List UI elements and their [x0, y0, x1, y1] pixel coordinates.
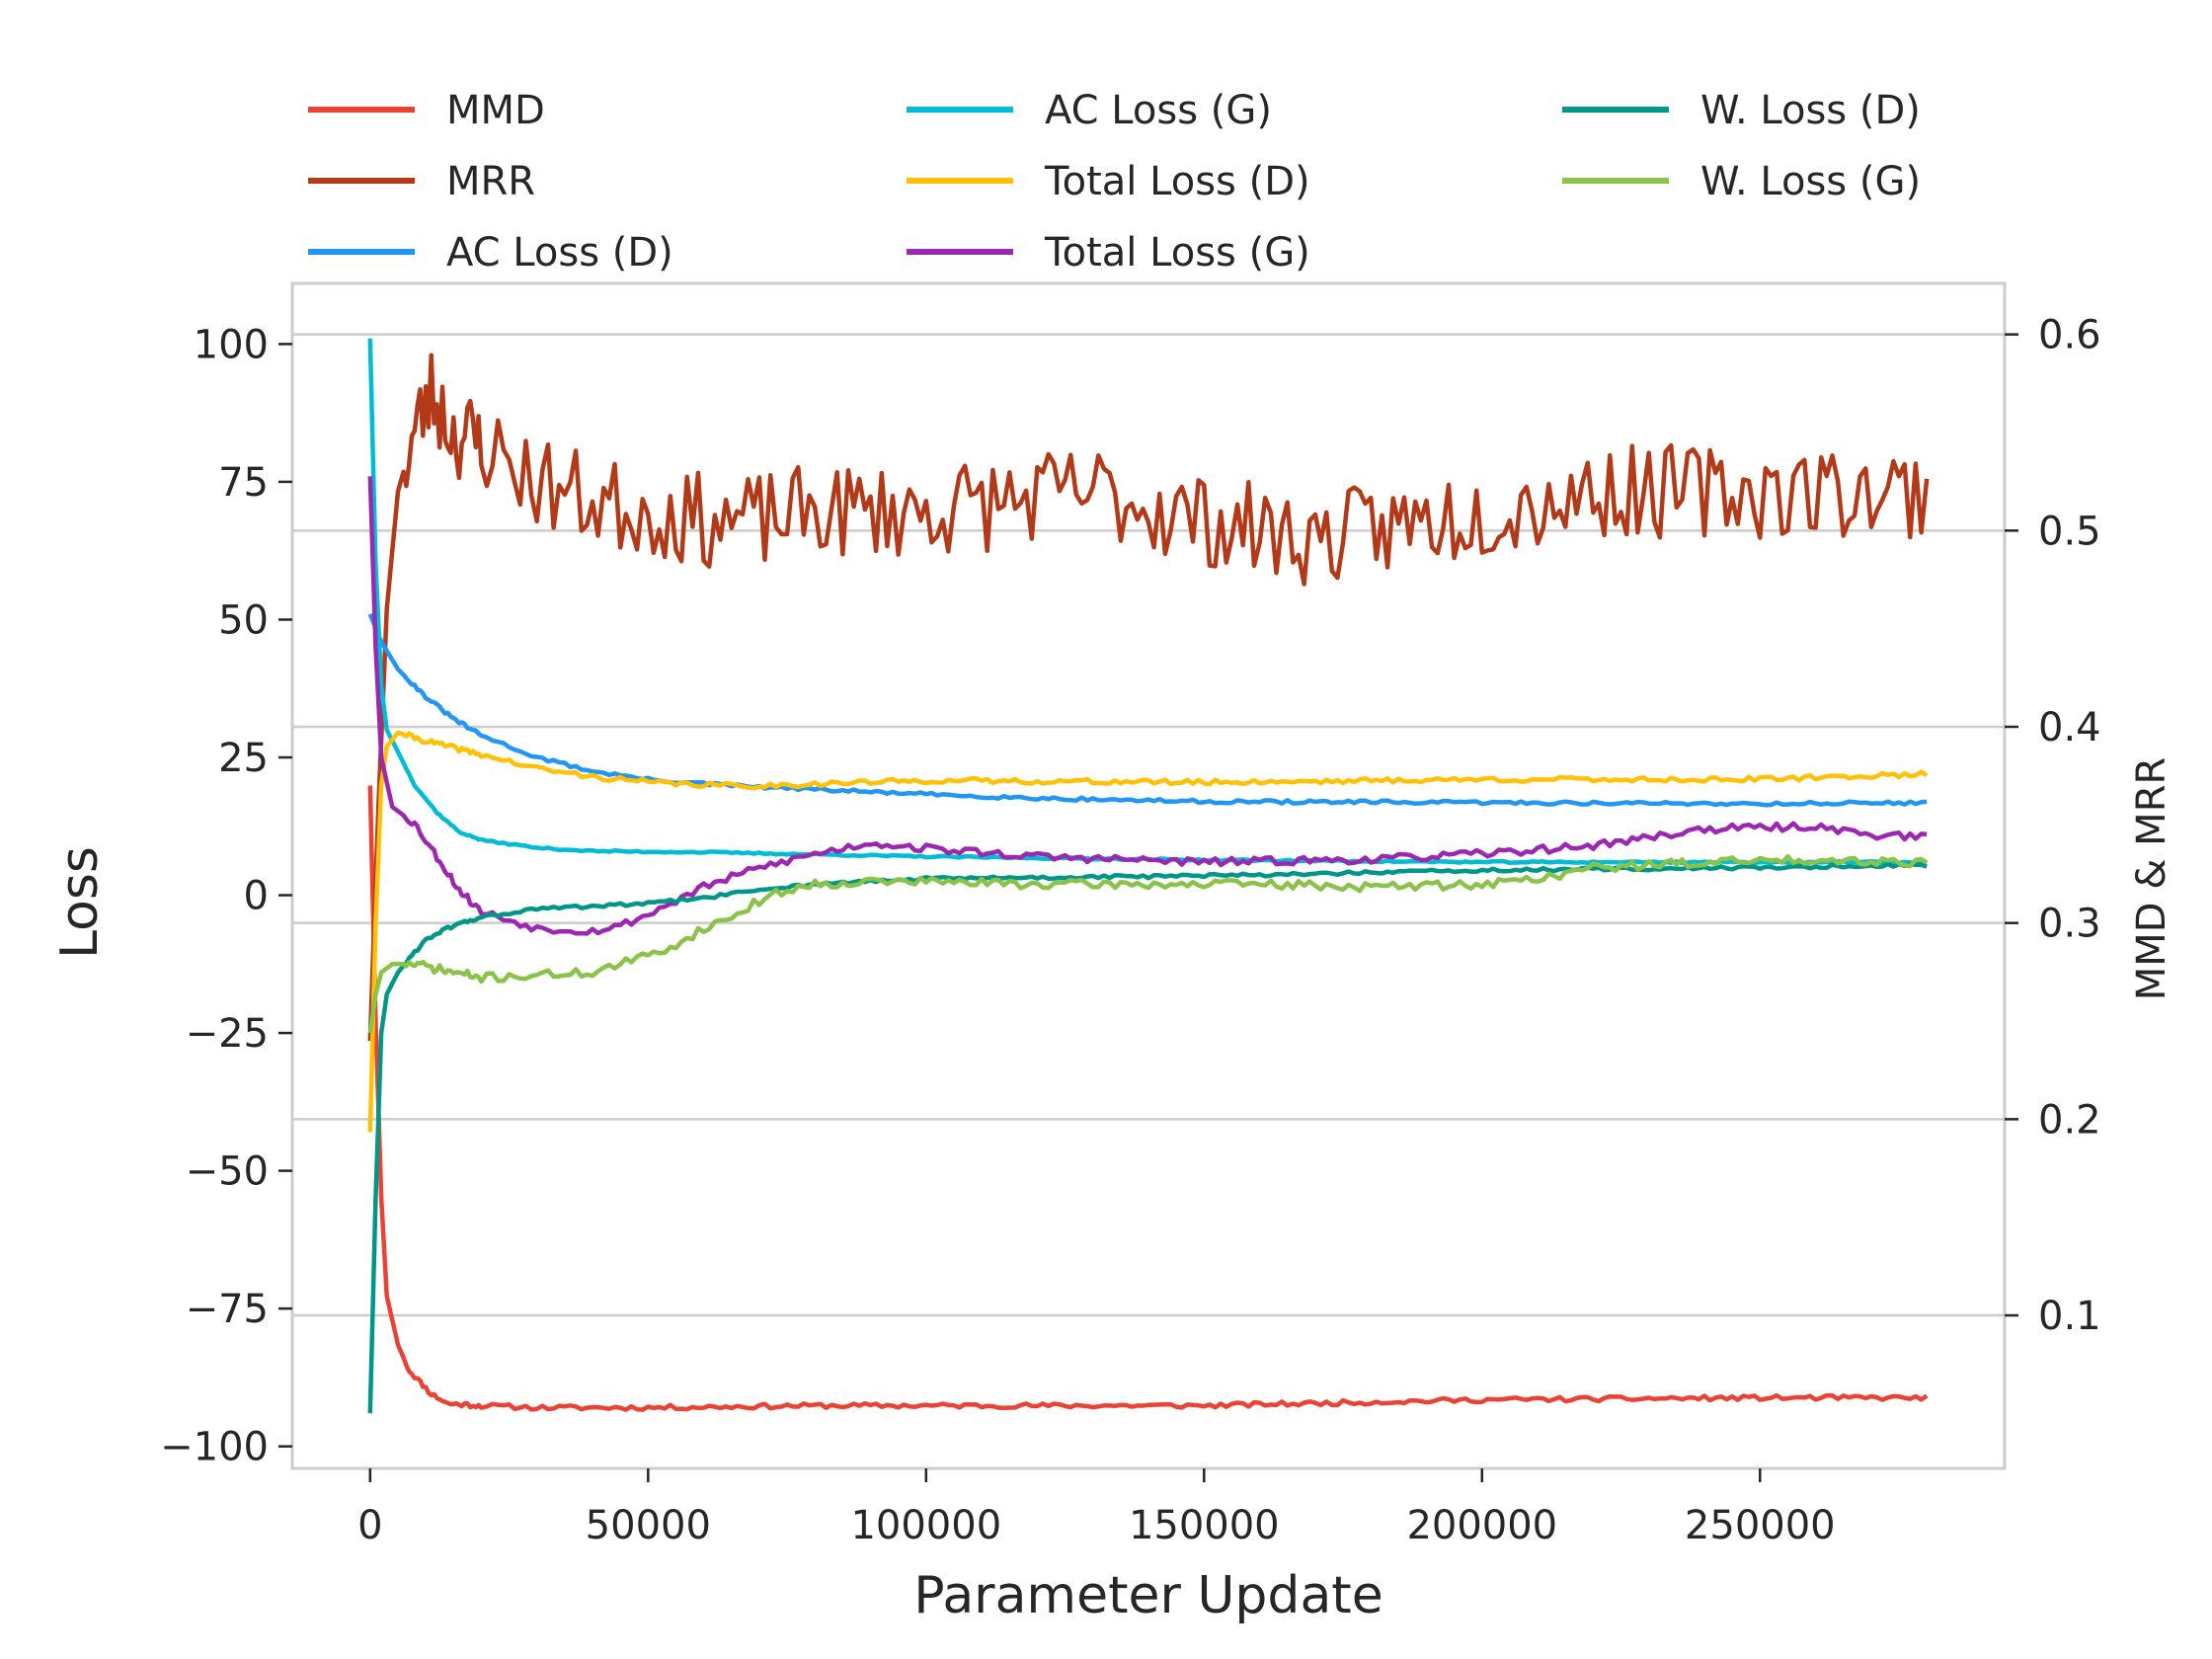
y-axis-label: Loss [50, 846, 110, 959]
y2-axis-label: MMD & MRR [2129, 757, 2174, 1001]
y-tick-label-1: 75 [218, 460, 269, 506]
y2-tick-label-5: 0.1 [2038, 1294, 2101, 1339]
legend-label-5: Total Loss (G) [1044, 230, 1310, 276]
y2-tick-label-0: 0.6 [2038, 313, 2101, 358]
y-tick-label-4: 0 [244, 874, 269, 919]
y-tick-label-3: 25 [218, 736, 269, 781]
x-axis-ticks: 0 50000 100000 150000 200000 250000 [357, 1468, 1836, 1548]
legend-label-6: W. Loss (D) [1700, 88, 1921, 133]
x-tick-label-1: 50000 [586, 1503, 711, 1548]
y-tick-label-5: −25 [186, 1011, 269, 1057]
x-tick-label-2: 100000 [850, 1503, 1001, 1548]
y-tick-label-0: 100 [194, 322, 269, 367]
series-line-0 [367, 785, 1929, 1412]
y2-tick-label-4: 0.2 [2038, 1097, 2101, 1143]
series-line-6 [367, 861, 1928, 1414]
y-tick-label-6: −50 [186, 1149, 269, 1195]
series-lines [367, 338, 1930, 1414]
y-tick-label-7: −75 [186, 1287, 269, 1332]
y2-tick-label-3: 0.3 [2038, 902, 2101, 947]
plot-frame [290, 281, 2007, 1470]
series-line-5 [367, 476, 1928, 936]
series-line-1 [367, 353, 1930, 1041]
x-tick-label-4: 200000 [1406, 1503, 1557, 1548]
legend-label-0: MMD [446, 88, 545, 133]
x-tick-label-0: 0 [357, 1503, 382, 1548]
legend-label-7: W. Loss (G) [1700, 159, 1921, 204]
legend: MMD MRR AC Loss (D) AC Loss (G) Total Loss (… [308, 88, 1921, 276]
y-tick-label-2: 50 [218, 597, 269, 643]
legend-label-3: AC Loss (G) [1045, 88, 1272, 133]
legend-label-2: AC Loss (D) [446, 230, 673, 276]
y-axis-left-ticks: 100 75 50 25 0 −25 −50 −75 −100 [160, 322, 292, 1470]
legend-label-1: MRR [446, 159, 535, 204]
series-line-2 [367, 613, 1928, 808]
y-tick-label-8: −100 [160, 1425, 269, 1470]
legend-label-4: Total Loss (D) [1044, 159, 1310, 204]
series-line-4 [367, 730, 1929, 1133]
y2-tick-label-2: 0.4 [2038, 705, 2101, 750]
x-tick-label-3: 150000 [1129, 1503, 1280, 1548]
x-tick-label-5: 250000 [1685, 1503, 1836, 1548]
y-axis-right-ticks: 0.6 0.5 0.4 0.3 0.2 0.1 [2005, 313, 2101, 1339]
x-axis-label: Parameter Update [913, 1566, 1382, 1625]
y2-tick-label-1: 0.5 [2038, 509, 2101, 554]
series-line-7 [367, 853, 1929, 1034]
